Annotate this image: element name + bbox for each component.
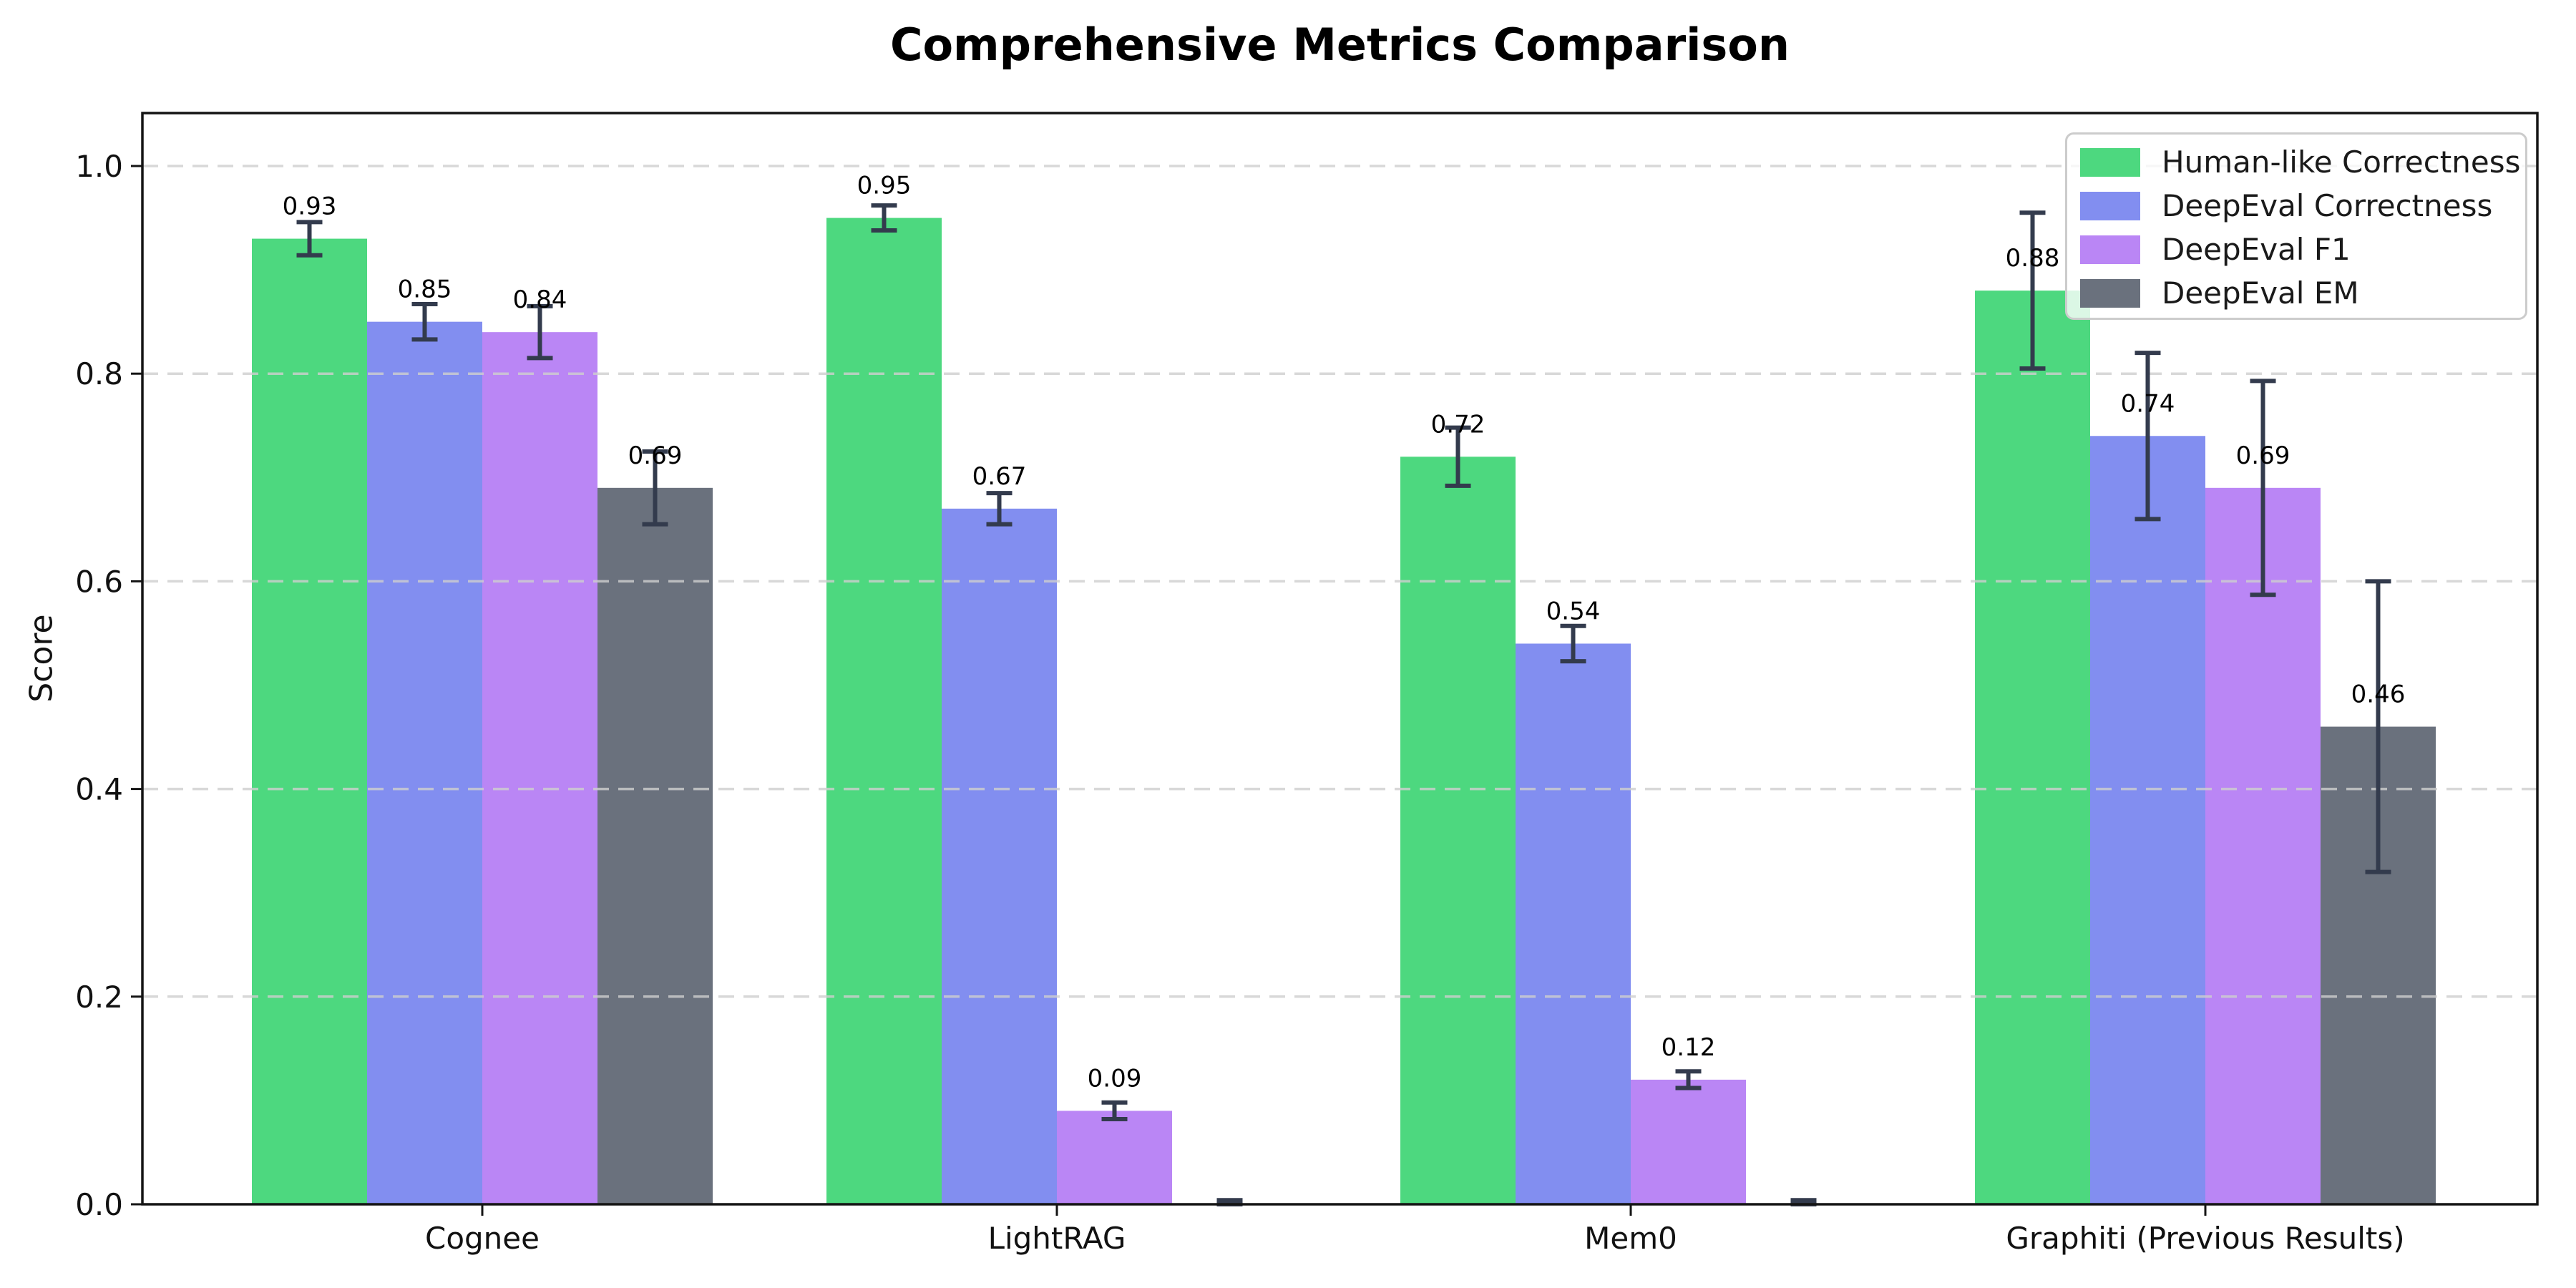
y-tick-label: 0.6 [75,564,123,599]
bar-deepeval-f1 [482,332,597,1204]
bar-deepeval-correctness [1516,643,1631,1204]
bar-value-label: 0.46 [2351,680,2406,709]
bar-deepeval-f1 [1057,1111,1172,1204]
bar-deepeval-f1 [2205,487,2321,1204]
legend-item-label: DeepEval Correctness [2162,188,2493,223]
chart-title: Comprehensive Metrics Comparison [889,19,1790,71]
bar-value-label: 0.72 [1431,410,1485,439]
x-tick-label: Graphiti (Previous Results) [2006,1221,2404,1256]
y-tick-label: 1.0 [75,149,123,184]
bar-value-label: 0.12 [1662,1033,1716,1062]
bar-value-label: 0.84 [513,286,567,314]
y-tick-label: 0.4 [75,772,123,807]
bar-deepeval-f1 [1631,1079,1746,1204]
legend-swatch-icon [2080,235,2140,264]
legend-item-label: DeepEval F1 [2162,232,2351,267]
legend-swatch-icon [2080,278,2140,308]
bar-value-label: 0.85 [398,275,452,304]
y-tick-label: 0.0 [75,1187,123,1222]
bar-value-label: 0.54 [1546,597,1601,625]
bar-value-label: 0.09 [1088,1064,1142,1093]
bar-value-label: 0.93 [283,192,337,221]
legend-swatch-icon [2080,147,2140,177]
bar-human-like-correctness [1975,291,2090,1204]
bar-value-label: 0.74 [2121,389,2175,418]
y-tick-label: 0.2 [75,980,123,1015]
bar-human-like-correctness [1400,457,1516,1204]
legend: Human-like Correctness DeepEval Correctne… [2065,132,2527,320]
bar-human-like-correctness [826,218,942,1204]
bar-value-label: 0.69 [628,441,683,470]
legend-item-label: DeepEval EM [2162,275,2359,311]
bar-value-label: 0.88 [2006,244,2060,273]
legend-item: DeepEval F1 [2080,228,2525,271]
legend-item-label: Human-like Correctness [2162,145,2521,180]
bar-deepeval-em [597,487,713,1204]
bar-value-label: 0.67 [972,462,1027,491]
y-tick-label: 0.8 [75,356,123,391]
x-tick-label: LightRAG [988,1221,1126,1256]
bar-value-label: 0.95 [857,172,912,200]
bar-deepeval-correctness [367,321,482,1204]
legend-item: Human-like Correctness [2080,140,2525,184]
bar-human-like-correctness [252,238,367,1204]
bar-deepeval-correctness [942,508,1057,1204]
plot-border [141,112,2539,1206]
x-tick-label: Cognee [425,1221,540,1256]
legend-item: DeepEval EM [2080,271,2525,315]
legend-swatch-icon [2080,191,2140,220]
legend-item: DeepEval Correctness [2080,184,2525,228]
bar-value-label: 0.69 [2236,441,2290,470]
x-tick-label: Mem0 [1584,1221,1677,1256]
bar-deepeval-correctness [2090,436,2205,1204]
